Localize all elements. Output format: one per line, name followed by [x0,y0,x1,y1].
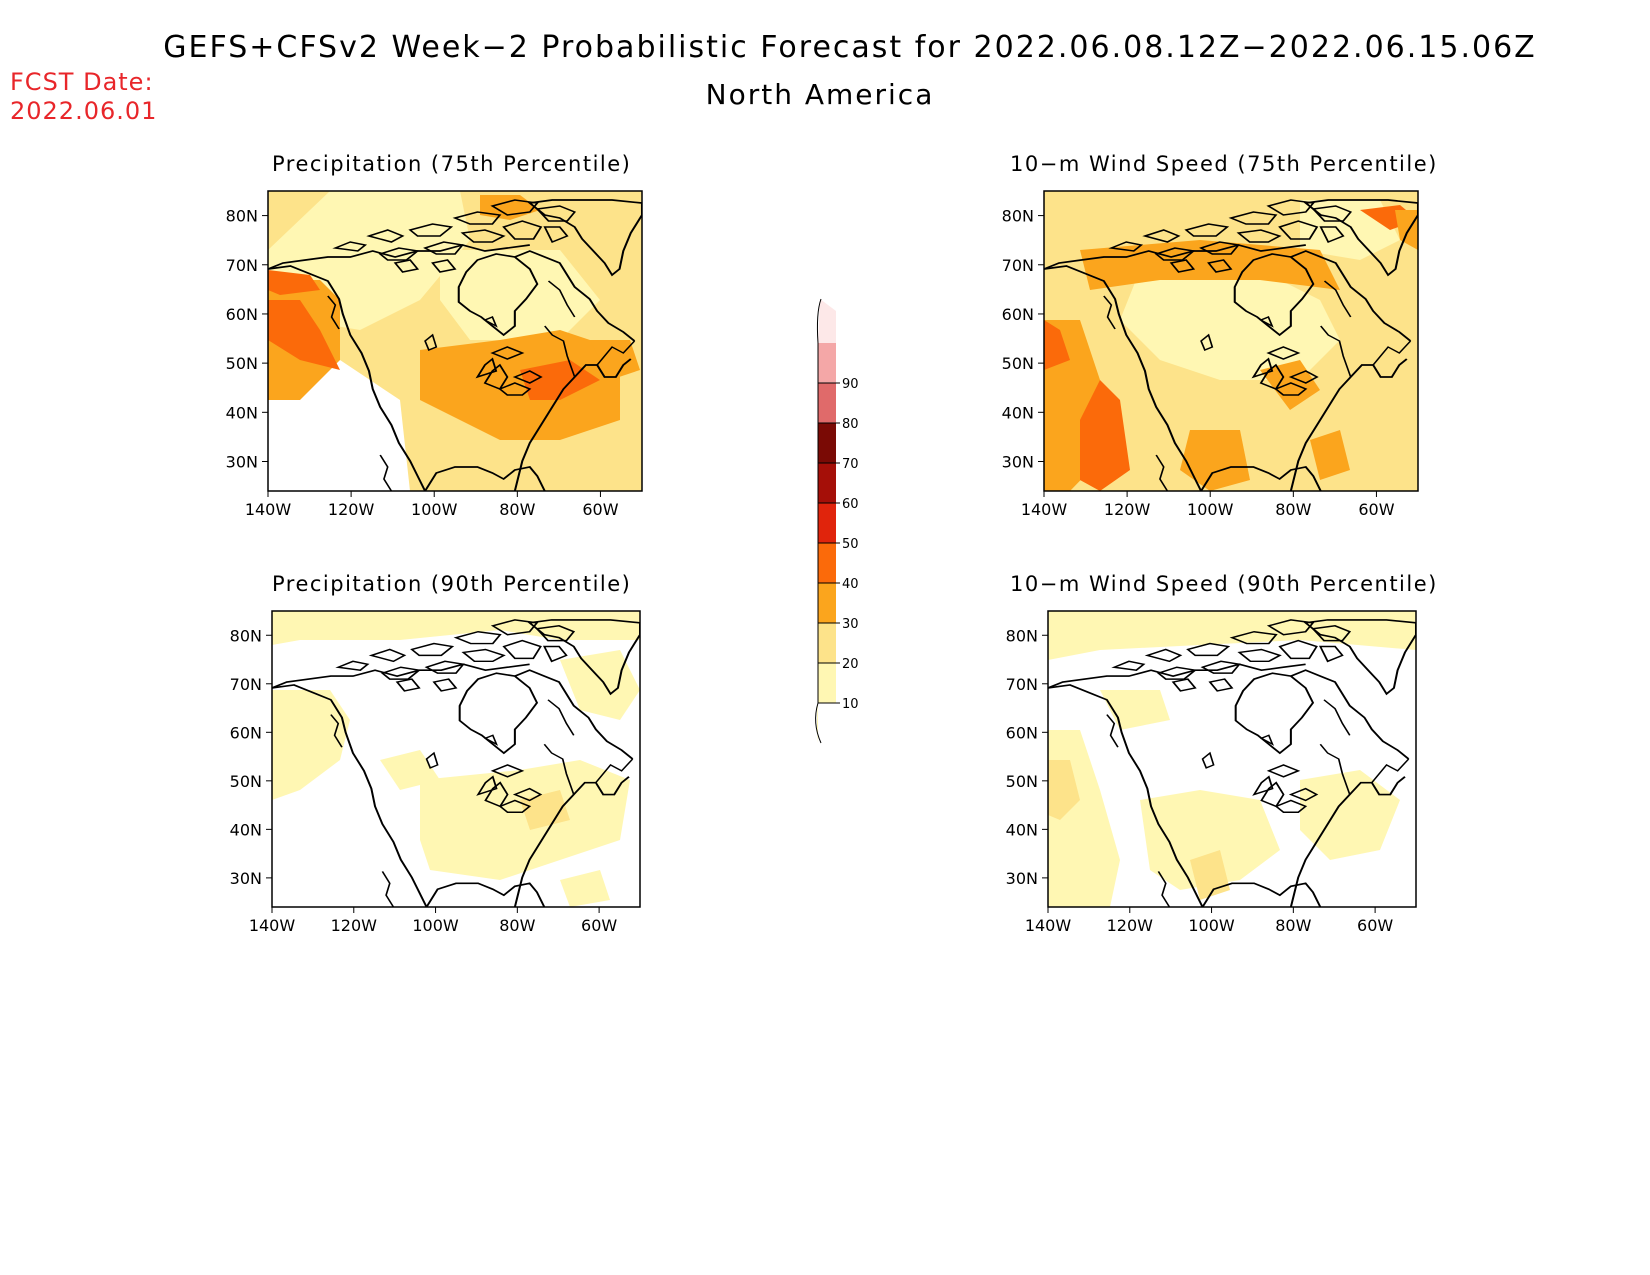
colorbar-upper-cap [816,298,822,344]
lon-label-wind75: 80W [1275,500,1311,519]
colorbar-label: 70 [842,457,859,472]
forecast-date-label: FCST Date: [10,68,154,96]
lat-label-wind90: 50N [1006,772,1038,791]
lon-label-precip75: 60W [582,500,618,519]
lat-label-wind90: 30N [1006,869,1038,888]
lon-label-wind90: 60W [1357,916,1393,935]
lon-label-precip75: 120W [328,500,375,519]
lat-label-wind75: 50N [1002,354,1034,373]
lon-label-wind90: 100W [1188,916,1235,935]
colorbar-label: 10 [842,697,859,712]
lat-label-precip75: 70N [226,256,258,275]
colorbar-label: 40 [842,577,859,592]
axis-labels: 80N 70N 60N 50N 40N 30N 140W 120W 100W 80W 60W 80N 7… [226,207,1395,935]
colorbar-segment [818,623,836,663]
lon-label-precip90: 100W [412,916,459,935]
figure-subtitle: North America [705,78,935,111]
colorbar-segment [818,343,836,383]
colorbar-label: 60 [842,497,859,512]
colorbar-segment [818,463,836,503]
lat-label-wind75: 60N [1002,305,1034,324]
colorbar-label: 30 [842,617,859,632]
lat-label-wind90: 60N [1006,723,1038,742]
lon-label-wind75: 120W [1104,500,1151,519]
lat-label-wind75: 40N [1002,403,1034,422]
map-panel-precip75 [267,190,643,492]
lon-label-wind75: 100W [1187,500,1234,519]
lon-label-precip75: 140W [245,500,292,519]
map-panel-wind75 [1043,190,1419,492]
lat-label-precip75: 30N [226,452,258,471]
lat-label-precip75: 50N [226,354,258,373]
lat-label-wind90: 80N [1006,626,1038,645]
lat-label-precip90: 50N [230,772,262,791]
colorbar-segment [818,503,836,543]
lat-label-precip90: 60N [230,723,262,742]
lon-label-precip90: 120W [331,916,378,935]
colorbar-segment [818,299,836,343]
panel-title-precip75: Precipitation (75th Percentile) [272,152,632,176]
colorbar-label: 20 [842,657,859,672]
panel-title-precip90: Precipitation (90th Percentile) [272,572,632,596]
lat-label-precip75: 80N [226,207,258,226]
panel-title-wind75: 10−m Wind Speed (75th Percentile) [1010,152,1438,176]
lon-label-precip90: 60W [581,916,617,935]
lat-label-precip90: 40N [230,820,262,839]
colorbar-segment [818,543,836,583]
map-panel-precip90 [271,610,641,908]
colorbar-segment [818,663,836,703]
forecast-date: FCST Date: 2022.06.01 [10,68,157,126]
lat-label-wind75: 80N [1002,207,1034,226]
forecast-date-value: 2022.06.01 [10,97,158,125]
colorbar-label: 90 [842,377,859,392]
lat-label-precip90: 70N [230,675,262,694]
colorbar-label: 80 [842,417,859,432]
lon-label-wind75: 140W [1021,500,1068,519]
panel-title-wind90: 10−m Wind Speed (90th Percentile) [1010,572,1438,596]
colorbar-segment [818,583,836,623]
lon-label-wind75: 60W [1358,500,1394,519]
colorbar-segment [818,383,836,423]
colorbar-lower-cap [815,702,822,744]
lat-label-wind90: 70N [1006,675,1038,694]
figure-title: GEFS+CFSv2 Week−2 Probabilistic Forecast… [163,30,1537,65]
lat-label-wind75: 30N [1002,452,1034,471]
lon-label-precip75: 100W [411,500,458,519]
lon-label-precip90: 140W [249,916,296,935]
lat-label-precip75: 40N [226,403,258,422]
lat-label-wind75: 70N [1002,256,1034,275]
lon-label-wind90: 140W [1025,916,1072,935]
colorbar: 10 20 30 40 50 60 70 80 90 [815,298,859,744]
lon-label-wind90: 120W [1107,916,1154,935]
lat-label-wind90: 40N [1006,820,1038,839]
lon-label-wind90: 80W [1275,916,1311,935]
lon-label-precip90: 80W [499,916,535,935]
lat-label-precip90: 80N [230,626,262,645]
colorbar-label: 50 [842,537,859,552]
lat-label-precip90: 30N [230,869,262,888]
lon-label-precip75: 80W [499,500,535,519]
colorbar-segment [818,423,836,463]
map-panel-wind90 [1047,610,1417,908]
lat-label-precip75: 60N [226,305,258,324]
